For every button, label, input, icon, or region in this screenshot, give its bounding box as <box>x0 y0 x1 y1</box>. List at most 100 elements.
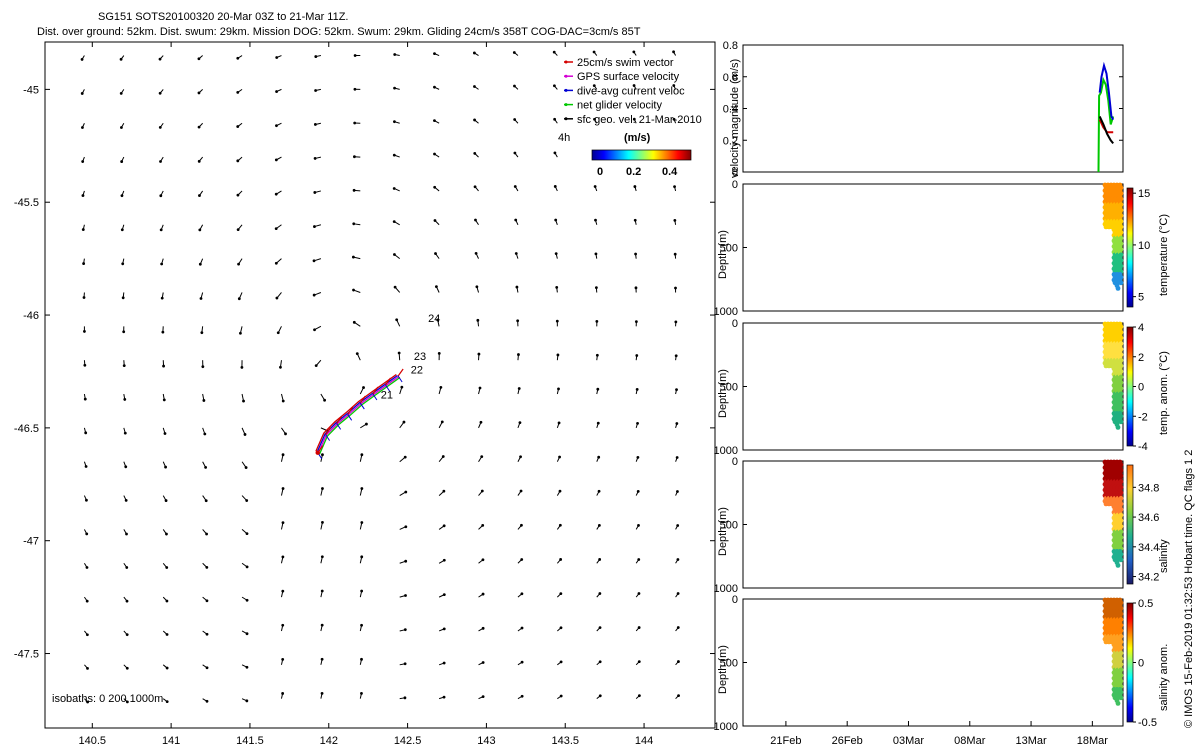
current-vector-head <box>676 626 680 629</box>
current-vector-head <box>481 661 485 664</box>
current-vector-head <box>82 296 86 299</box>
current-vector-head <box>202 399 206 402</box>
cb-label: salinity anom. <box>1158 644 1170 711</box>
y-tick-label: -45 <box>23 84 39 96</box>
current-vector-head <box>320 623 324 627</box>
current-vector-head <box>514 252 518 255</box>
current-vector-head <box>353 155 356 159</box>
depth-ylabel: Depth (m) <box>717 369 729 418</box>
current-vector-head <box>481 558 485 562</box>
current-vector-head <box>160 262 164 266</box>
current-vector-head <box>197 91 201 95</box>
current-vector-head <box>433 85 436 89</box>
current-vector-head <box>434 252 437 255</box>
current-vector-head <box>632 84 636 87</box>
profile-frame <box>742 460 1124 589</box>
cb-tick-label: 2 <box>1138 352 1144 364</box>
current-vector-head <box>393 53 397 56</box>
current-vector-head <box>553 151 557 155</box>
current-vector-head <box>557 421 561 425</box>
current-vector-head <box>433 52 436 56</box>
current-vector-head <box>165 599 169 603</box>
depth-tick-label: 500 <box>720 382 738 394</box>
y-tick-label: -47 <box>23 536 39 548</box>
current-vector-head <box>119 91 123 95</box>
current-vector-head <box>473 85 476 88</box>
current-vector-head <box>673 252 677 256</box>
current-vector-head <box>275 296 279 300</box>
current-vector-head <box>592 50 596 54</box>
current-vector-head <box>636 455 640 459</box>
speed-colorbar <box>591 149 692 161</box>
current-vector-head <box>205 532 208 536</box>
current-vector-head <box>205 565 209 569</box>
current-vector-head <box>353 54 357 57</box>
current-vector-head <box>637 524 640 527</box>
current-vector-head <box>595 353 599 357</box>
current-vector-head <box>197 125 201 129</box>
profile-frame <box>742 598 1124 727</box>
x-tick-label: 142.5 <box>394 735 422 747</box>
current-vector-head <box>513 185 517 188</box>
map-title-line2: Dist. over ground: 52km. Dist. swum: 29k… <box>37 26 641 38</box>
cb-tick-label: 34.8 <box>1138 482 1159 494</box>
current-vector-head <box>314 55 318 58</box>
current-vector-head <box>674 320 678 324</box>
current-vector-head <box>513 151 517 155</box>
current-vector-head <box>352 320 356 324</box>
legend-dot <box>564 60 568 64</box>
current-vector-head <box>637 558 641 561</box>
y-tick-label: -47.5 <box>14 649 39 661</box>
current-vector-head <box>397 351 401 355</box>
vel-tick-label: 0.6 <box>723 72 738 84</box>
depth-ylabel: Depth (m) <box>717 507 729 556</box>
current-vector-head <box>442 627 446 631</box>
current-vector-head <box>165 700 169 704</box>
current-vector-head <box>120 126 123 129</box>
current-vector-head <box>393 253 396 256</box>
vel-tick-label: 0 <box>732 167 738 179</box>
current-vector-head <box>245 598 249 602</box>
current-vector-head <box>481 626 485 630</box>
vel-tick-label: 0.2 <box>723 135 738 147</box>
current-vector-head <box>275 124 278 128</box>
current-vector-head <box>558 455 561 459</box>
day-label: 21 <box>381 390 393 402</box>
map-legend: 25cm/s swim vector GPS surface velocity di… <box>558 57 702 178</box>
current-vector-head <box>125 700 129 704</box>
current-vector-head <box>675 388 678 392</box>
current-vector-head <box>637 626 641 629</box>
current-vector-head <box>478 386 482 390</box>
current-vector-head <box>201 365 205 369</box>
current-vector-head <box>475 285 479 289</box>
current-vector-head <box>320 657 324 661</box>
legend-label: 25cm/s swim vector <box>577 57 674 69</box>
map-frame <box>44 41 716 729</box>
current-vector-head <box>676 490 679 493</box>
current-vector-head <box>673 219 677 222</box>
current-vector-head <box>393 86 396 90</box>
current-vector-head <box>520 626 524 630</box>
y-tick-label: -46.5 <box>14 423 39 435</box>
current-vector-head <box>402 420 406 424</box>
current-vector-head <box>404 559 408 563</box>
current-vector-head <box>204 465 208 469</box>
current-vector-head <box>275 56 279 59</box>
legend-label: dive-avg current veloc <box>577 85 685 97</box>
current-vector-head <box>159 160 162 163</box>
current-vector-head <box>595 320 599 323</box>
current-vector-head <box>442 661 446 665</box>
current-vector-head <box>281 453 285 457</box>
current-vector-head <box>518 421 522 425</box>
current-vector-head <box>674 354 678 358</box>
cb-tick-label: 0.5 <box>1138 598 1153 610</box>
current-vector-head <box>552 84 556 88</box>
current-vector-head <box>392 220 396 224</box>
current-vector-head <box>514 218 518 222</box>
cb-tick-label: -0.5 <box>1138 717 1157 729</box>
current-vector-head <box>351 255 355 259</box>
current-vector-head <box>242 399 245 403</box>
legend-dot <box>564 103 568 107</box>
depth-tick-label: 500 <box>720 243 738 255</box>
